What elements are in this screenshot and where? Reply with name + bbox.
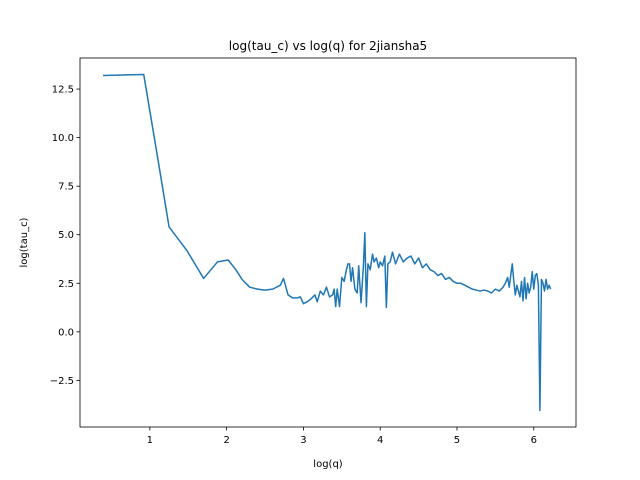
series-line (103, 73, 552, 412)
x-tick-label: 2 (223, 435, 229, 446)
chart-title: log(tau_c) vs log(q) for 2jiansha5 (229, 39, 427, 53)
axes-layer: 1 2 3 4 5 6 −2.5 0.0 2.5 5.0 7.5 10.0 12.5 (50, 85, 537, 446)
x-tick-label: 5 (454, 435, 460, 446)
y-axis-label: log(tau_c) (19, 217, 30, 267)
plot-frame (79, 57, 577, 428)
x-tick-label: 1 (147, 435, 153, 446)
y-tick-label: 12.5 (52, 85, 74, 96)
y-tick-label: 10.0 (52, 133, 74, 144)
y-tick-label: 0.0 (58, 327, 74, 338)
y-tick-label: −2.5 (50, 376, 74, 387)
x-axis-label: log(q) (313, 459, 342, 470)
y-tick-label: 5.0 (58, 230, 74, 241)
x-tick-label: 4 (377, 435, 383, 446)
y-tick-label: 2.5 (58, 279, 74, 290)
plot-area (80, 58, 576, 427)
series-layer (103, 73, 552, 412)
x-tick-label: 6 (531, 435, 537, 446)
x-tick-label: 3 (300, 435, 306, 446)
y-tick-label: 7.5 (58, 182, 74, 193)
